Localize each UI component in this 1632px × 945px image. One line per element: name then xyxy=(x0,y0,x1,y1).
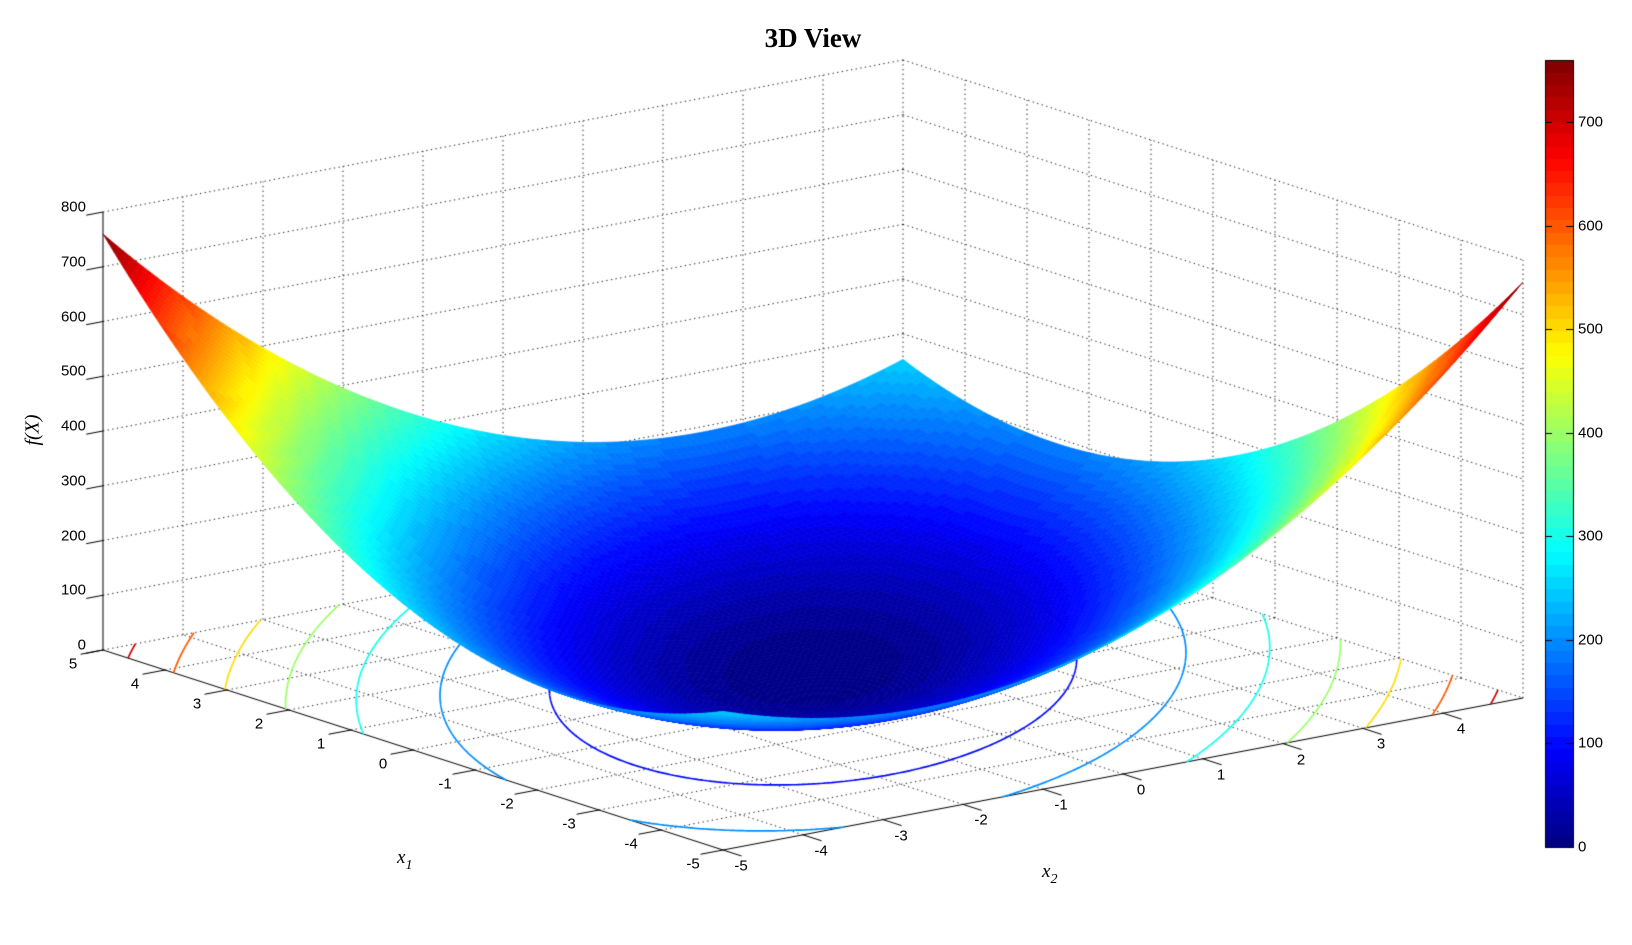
z-tick-label: 200 xyxy=(60,527,86,544)
x2-tick-label: -5 xyxy=(734,857,748,875)
x1-tick-label: 0 xyxy=(378,755,388,773)
x1-tick-label: -5 xyxy=(686,855,700,873)
z-tick-label: 500 xyxy=(60,362,86,380)
z-tick-label: 100 xyxy=(60,581,86,599)
x1-tick-label: -1 xyxy=(438,775,452,793)
z-tick-label: 400 xyxy=(60,417,86,435)
x1-tick-label: 2 xyxy=(254,715,264,733)
z-tick-label: 800 xyxy=(60,198,86,216)
x2-tick-label: -1 xyxy=(1054,796,1068,814)
z-tick-label: 300 xyxy=(60,472,86,490)
x1-axis-label-text: x xyxy=(397,847,406,868)
x2-axis-label-text: x xyxy=(1042,861,1051,882)
x2-tick-label: 1 xyxy=(1216,766,1226,784)
x1-axis-label: x1 xyxy=(397,847,412,874)
x1-tick-label: 1 xyxy=(316,735,326,753)
colorbar-tick-label: 300 xyxy=(1578,527,1604,545)
x1-tick-label: -3 xyxy=(562,815,576,833)
colorbar-tick-label: 400 xyxy=(1578,424,1604,442)
x1-tick-label: -2 xyxy=(500,795,514,813)
x1-tick-label: 3 xyxy=(192,695,202,713)
x2-tick-label: 0 xyxy=(1136,781,1146,799)
colorbar-tick-label: 700 xyxy=(1578,113,1604,131)
z-axis-label: f(X) xyxy=(21,414,44,446)
x1-tick-label: 5 xyxy=(68,655,78,673)
colorbar-tick-label: 500 xyxy=(1578,320,1604,338)
x2-axis-label: x2 xyxy=(1042,861,1057,888)
x1-axis-label-sub: 1 xyxy=(405,858,413,873)
x2-axis-label-sub: 2 xyxy=(1050,872,1058,887)
colorbar-tick-label: 0 xyxy=(1578,838,1587,856)
colorbar-tick-label: 100 xyxy=(1578,734,1604,752)
x2-tick-label: -4 xyxy=(814,842,828,860)
colorbar-tick-label: 600 xyxy=(1578,217,1604,235)
chart-title: 3D View xyxy=(764,23,862,53)
x2-tick-label: 2 xyxy=(1296,751,1306,769)
z-tick-label: 700 xyxy=(60,253,86,271)
x1-tick-label: -4 xyxy=(624,835,638,853)
colorbar-tick-label: 200 xyxy=(1578,631,1604,649)
x2-tick-label: 4 xyxy=(1456,720,1466,738)
x2-tick-label: -3 xyxy=(894,827,908,845)
x2-tick-label: 3 xyxy=(1376,735,1386,753)
z-tick-label: 600 xyxy=(60,308,86,325)
x2-tick-label: -2 xyxy=(974,811,988,829)
z-tick-label: 0 xyxy=(77,636,86,654)
x1-tick-label: 4 xyxy=(130,675,140,693)
